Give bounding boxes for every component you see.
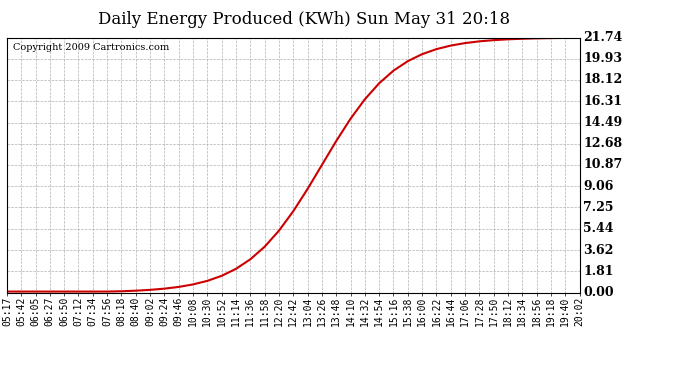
Text: 07:56: 07:56	[102, 296, 112, 326]
Text: 1.81: 1.81	[583, 265, 613, 278]
Text: 11:36: 11:36	[246, 296, 255, 326]
Text: 06:05: 06:05	[30, 296, 41, 326]
Text: 18:34: 18:34	[518, 296, 527, 326]
Text: 7.25: 7.25	[583, 201, 613, 214]
Text: 08:18: 08:18	[117, 296, 126, 326]
Text: 14:32: 14:32	[360, 296, 370, 326]
Text: 11:58: 11:58	[259, 296, 270, 326]
Text: 07:34: 07:34	[88, 296, 98, 326]
Text: 14:54: 14:54	[374, 296, 384, 326]
Text: 16:00: 16:00	[417, 296, 427, 326]
Text: 17:28: 17:28	[475, 296, 484, 326]
Text: 18:56: 18:56	[532, 296, 542, 326]
Text: 13:04: 13:04	[303, 296, 313, 326]
Text: 05:17: 05:17	[2, 296, 12, 326]
Text: 09:02: 09:02	[145, 296, 155, 326]
Text: 10.87: 10.87	[583, 159, 622, 171]
Text: 3.62: 3.62	[583, 243, 613, 256]
Text: 05:42: 05:42	[17, 296, 26, 326]
Text: 14.49: 14.49	[583, 116, 622, 129]
Text: 13:48: 13:48	[331, 296, 341, 326]
Text: 19.93: 19.93	[583, 52, 622, 65]
Text: 06:50: 06:50	[59, 296, 69, 326]
Text: 16.31: 16.31	[583, 95, 622, 108]
Text: 20:02: 20:02	[575, 296, 584, 326]
Text: 12:42: 12:42	[288, 296, 298, 326]
Text: 12.68: 12.68	[583, 137, 622, 150]
Text: 21.74: 21.74	[583, 31, 622, 44]
Text: 15:38: 15:38	[403, 296, 413, 326]
Text: 19:18: 19:18	[546, 296, 556, 326]
Text: 14:10: 14:10	[346, 296, 355, 326]
Text: 18.12: 18.12	[583, 74, 622, 87]
Text: 5.44: 5.44	[583, 222, 613, 235]
Text: 18:12: 18:12	[503, 296, 513, 326]
Text: Copyright 2009 Cartronics.com: Copyright 2009 Cartronics.com	[12, 43, 169, 52]
Text: 08:40: 08:40	[131, 296, 141, 326]
Text: 16:44: 16:44	[446, 296, 455, 326]
Text: 09:46: 09:46	[174, 296, 184, 326]
Text: Daily Energy Produced (KWh) Sun May 31 20:18: Daily Energy Produced (KWh) Sun May 31 2…	[97, 11, 510, 28]
Text: 16:22: 16:22	[431, 296, 442, 326]
Text: 11:14: 11:14	[231, 296, 241, 326]
Text: 10:52: 10:52	[217, 296, 226, 326]
Text: 07:12: 07:12	[74, 296, 83, 326]
Text: 17:50: 17:50	[489, 296, 499, 326]
Text: 19:40: 19:40	[560, 296, 570, 326]
Text: 17:06: 17:06	[460, 296, 470, 326]
Text: 10:08: 10:08	[188, 296, 198, 326]
Text: 06:27: 06:27	[45, 296, 55, 326]
Text: 15:16: 15:16	[388, 296, 398, 326]
Text: 0.00: 0.00	[583, 286, 613, 299]
Text: 09:24: 09:24	[159, 296, 169, 326]
Text: 12:20: 12:20	[274, 296, 284, 326]
Text: 9.06: 9.06	[583, 180, 613, 193]
Text: 10:30: 10:30	[202, 296, 213, 326]
Text: 13:26: 13:26	[317, 296, 327, 326]
